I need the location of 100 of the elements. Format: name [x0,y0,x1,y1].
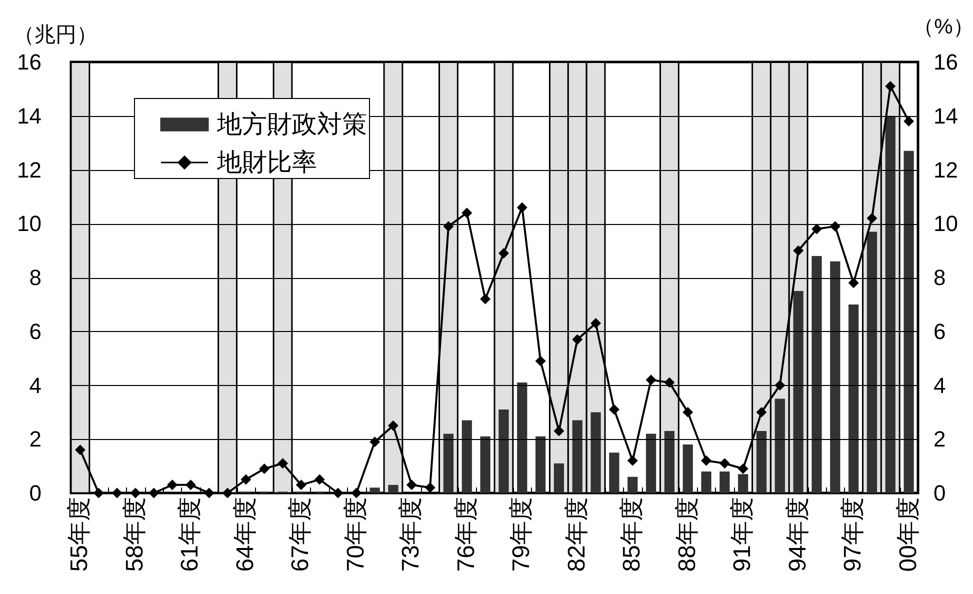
point [904,116,914,127]
y2-tick-label: 0 [934,480,946,506]
point [424,482,436,493]
x-tick-label: 58年度 [121,497,148,572]
y-axis-title: （兆円） [14,24,98,46]
legend-label: 地財比率 [216,148,317,176]
y-tick-label: 6 [29,318,42,344]
y-tick-label: 8 [29,265,42,290]
point [608,404,620,415]
bar [370,488,380,493]
bar [756,431,767,493]
x-tick-label: 91年度 [729,497,756,572]
bar [628,476,638,493]
bar [480,436,490,493]
point [866,212,878,224]
bar [388,484,398,493]
y-tick-label: 4 [29,372,42,398]
bar [701,471,712,493]
bar [682,444,693,493]
x-tick-label: 55年度 [66,497,94,572]
bar [554,463,564,493]
bar [904,150,914,493]
bar [720,471,730,493]
point [848,278,859,288]
x-tick-label: 85年度 [618,497,646,572]
point [627,455,638,466]
x-tick-label: 61年度 [176,497,204,572]
point [516,202,528,213]
point [406,480,417,490]
y2-tick-label: 12 [934,157,958,182]
y2-tick-label: 16 [934,50,958,74]
point [885,81,896,92]
x-tick-label: 79年度 [508,497,536,572]
y2-tick-label: 6 [934,318,946,344]
y-tick-label: 12 [17,157,42,182]
legend-label: 地方財政対策 [216,110,367,138]
point [701,455,712,466]
point [738,464,748,474]
point [535,356,546,366]
bar [572,420,582,493]
point [240,474,252,485]
bar [812,256,822,493]
y2-tick-label: 4 [934,372,946,398]
bar [609,452,620,493]
point [554,426,564,436]
point [296,480,306,490]
point [682,406,694,418]
bar [664,431,674,493]
point [572,334,583,345]
x-tick-label: 67年度 [287,497,314,572]
point [314,474,325,485]
bar [866,232,878,493]
x-tick-label: 76年度 [452,497,480,572]
y-tick-label: 10 [17,211,42,236]
point [498,248,509,258]
y2-axis-title: （%） [913,16,973,38]
y-tick-label: 14 [17,103,42,128]
bar [535,436,546,493]
bar [793,290,804,493]
y-tick-label: 0 [29,480,42,506]
x-tick-label: 82年度 [563,497,590,572]
point [278,458,288,469]
y2-tick-label: 14 [934,103,958,128]
point [259,464,270,474]
x-tick-label: 70年度 [342,497,370,572]
bar [517,382,528,493]
bar [830,261,840,493]
point [167,480,178,490]
point [664,377,675,388]
point [811,224,822,234]
point [462,208,472,218]
point [756,406,767,418]
point [590,318,602,329]
bar [462,420,472,493]
x-tick-label: 94年度 [784,497,812,572]
y-tick-label: 2 [29,426,42,452]
point [480,294,491,304]
bar [738,474,748,493]
point [793,245,804,256]
point [719,458,730,469]
bar [774,398,785,493]
bar [498,409,509,493]
x-tick-label: 88年度 [674,497,701,572]
point [388,420,398,431]
point [74,444,86,456]
y2-tick-label: 8 [934,265,946,290]
point [185,480,196,490]
point [646,374,656,386]
bar [443,434,454,493]
x-tick-label: 00年度 [894,497,922,572]
bar [848,304,859,493]
point [370,436,380,448]
bar [590,412,601,493]
y2-tick-label: 2 [934,426,946,452]
bar [646,434,656,493]
y2-tick-label: 10 [934,211,958,236]
x-tick-label: 64年度 [232,497,259,572]
x-tick-label: 73年度 [398,497,425,572]
y-tick-label: 16 [17,50,42,74]
x-tick-label: 97年度 [840,497,867,572]
